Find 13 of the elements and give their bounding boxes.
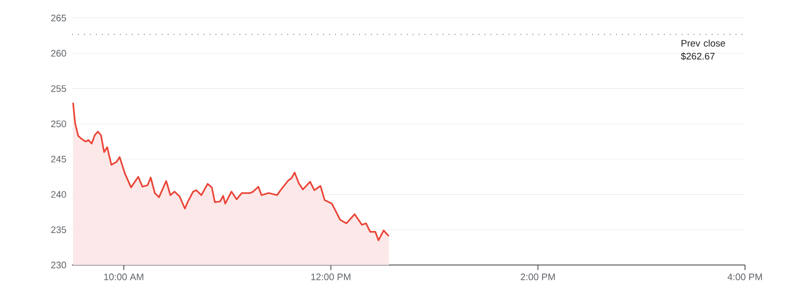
- y-tick-label: 230: [51, 262, 66, 268]
- x-tick-label: 2:00 PM: [520, 274, 555, 280]
- x-tick-label: 4:00 PM: [728, 274, 762, 280]
- y-tick-label: 265: [51, 14, 66, 22]
- x-tick-label: 10:00 AM: [104, 274, 144, 280]
- y-tick-label: 260: [51, 50, 66, 57]
- y-tick-label: 250: [51, 120, 66, 128]
- ref-line-label: Prev close $262.67: [680, 40, 726, 60]
- y-tick-label: 240: [51, 191, 66, 198]
- y-tick-label: 235: [51, 226, 66, 234]
- y-tick-label: 245: [51, 156, 66, 162]
- y-tick-label: 255: [51, 85, 66, 92]
- x-tick-label: 12:00 PM: [311, 274, 350, 280]
